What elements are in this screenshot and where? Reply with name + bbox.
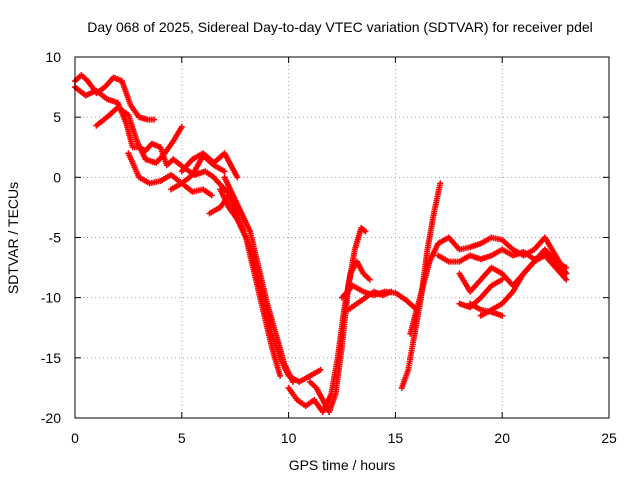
series-track-l xyxy=(306,224,369,415)
series-track-j xyxy=(221,174,296,385)
series-track-a xyxy=(72,72,158,123)
x-tick-label: 5 xyxy=(178,430,186,446)
y-tick-label: -5 xyxy=(49,230,62,246)
data-point xyxy=(437,180,444,187)
axes: 0 5 10 15 20 25 -20 -15 -10 -5 0 5 10 xyxy=(41,49,617,446)
x-tick-label: 0 xyxy=(71,430,79,446)
x-tick-label: 15 xyxy=(388,430,404,446)
data-point xyxy=(289,378,296,385)
series-track-s xyxy=(456,276,506,311)
series-track-g xyxy=(178,150,241,181)
y-tick-label: 0 xyxy=(53,169,61,185)
data-point xyxy=(388,288,395,295)
series-track-d xyxy=(125,150,215,199)
x-tick-label: 20 xyxy=(494,430,510,446)
series-track-n xyxy=(345,288,395,313)
data-point xyxy=(277,372,284,379)
series-track-i xyxy=(217,186,284,379)
data-points xyxy=(72,72,570,415)
data-point xyxy=(499,312,506,319)
x-tick-label: 25 xyxy=(601,430,617,446)
series-track-r xyxy=(456,252,570,295)
data-point xyxy=(366,276,373,283)
y-tick-label: 5 xyxy=(53,109,61,125)
data-point xyxy=(362,228,369,235)
data-point xyxy=(221,168,228,175)
data-point xyxy=(317,366,324,373)
x-axis-label: GPS time / hours xyxy=(289,457,396,473)
data-point xyxy=(178,123,185,130)
series-track-t xyxy=(477,246,570,319)
data-point xyxy=(499,276,506,283)
series-track-c xyxy=(72,84,177,169)
data-point xyxy=(151,116,158,123)
y-tick-label: -10 xyxy=(41,290,61,306)
data-point xyxy=(563,276,570,283)
data-point xyxy=(563,264,570,271)
y-tick-label: -15 xyxy=(41,350,61,366)
x-tick-label: 10 xyxy=(281,430,297,446)
series-track-u xyxy=(467,300,506,319)
y-tick-label: 10 xyxy=(45,49,61,65)
plot-frame xyxy=(74,56,610,419)
y-tick-label: -20 xyxy=(41,410,61,426)
y-axis-label: SDTVAR / TECUs xyxy=(5,182,21,294)
data-point xyxy=(234,174,241,181)
series-track-k xyxy=(285,258,373,415)
data-point xyxy=(208,192,215,199)
chart-title: Day 068 of 2025, Sidereal Day-to-day VTE… xyxy=(87,19,593,35)
data-point xyxy=(563,270,570,277)
series-track-p xyxy=(407,234,570,337)
